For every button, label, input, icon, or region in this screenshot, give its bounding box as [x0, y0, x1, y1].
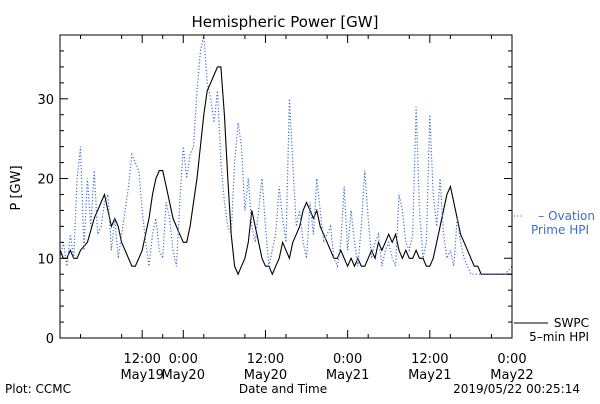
x-tick-time-label: 0:00 — [169, 352, 198, 367]
y-tick-label: 20 — [37, 173, 54, 188]
legend-ovation-label-line2: Prime HPI — [531, 223, 589, 237]
series-group — [60, 35, 512, 276]
y-axis-label: P [GW] — [9, 165, 24, 210]
plot-frame — [59, 34, 513, 339]
x-tick-date-label: May21 — [326, 368, 369, 383]
x-tick-date-label: May19 — [120, 368, 163, 383]
legend-ovation-label-line1: – Ovation — [538, 209, 595, 223]
plot-layer: 010203012:00May190:00May2012:00May200:00… — [37, 34, 534, 383]
x-axis-label: Date and Time — [239, 382, 327, 396]
footer-left: Plot: CCMC — [5, 382, 71, 396]
legend-swpc-label-line2: 5–min HPI — [529, 330, 589, 344]
chart-title: Hemispheric Power [GW] — [192, 13, 379, 31]
x-tick-date-label: May22 — [490, 368, 533, 383]
x-tick-time-label: 12:00 — [123, 352, 160, 367]
x-tick-time-label: 0:00 — [333, 352, 362, 367]
y-tick-label: 10 — [37, 252, 54, 267]
x-tick-date-label: May21 — [408, 368, 451, 383]
x-tick-time-label: 12:00 — [247, 352, 284, 367]
footer-right: 2019/05/22 00:25:14 — [453, 382, 580, 396]
x-tick-date-label: May20 — [162, 368, 205, 383]
x-tick-time-label: 0:00 — [497, 352, 526, 367]
x-tick-date-label: May20 — [244, 368, 287, 383]
y-tick-label: 30 — [37, 93, 54, 108]
y-tick-label: 0 — [46, 332, 54, 347]
legend-swpc-label-line1: SWPC — [554, 316, 589, 330]
swpc-hpi-series-line — [60, 66, 512, 276]
ovation-hpi-series-line — [60, 35, 512, 275]
x-tick-time-label: 12:00 — [411, 352, 448, 367]
